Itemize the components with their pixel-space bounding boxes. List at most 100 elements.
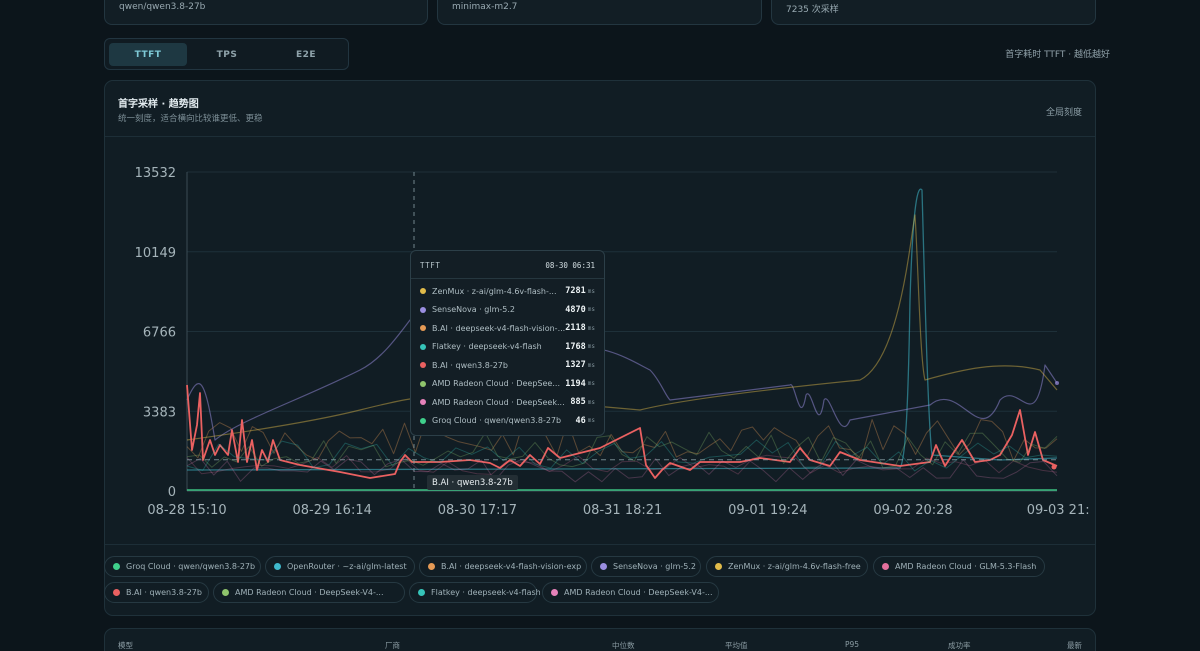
series-color-dot [420,417,426,424]
tooltip-row-label: B.AI · qwen3.8-27b [432,360,508,370]
legend-chip[interactable]: OpenRouter · ~z-ai/glm-latest [265,556,415,577]
tooltip-row: B.AI · qwen3.8-27b 1327 ms [420,358,595,372]
legend-chip[interactable]: Flatkey · deepseek-v4-flash [409,582,541,603]
x-tick-label: 09-02 20:28 [873,503,952,518]
tab-ttft[interactable]: TTFT [109,43,187,66]
tooltip-row-label: ZenMux · z-ai/glm-4.6v-flash-... [432,286,557,296]
series-end-point [1051,464,1057,470]
series-color-dot [274,563,281,570]
metric-tabs: TTFT TPS E2E [104,38,349,70]
legend-chip-label: SenseNova · glm-5.2 [613,562,697,571]
legend-chip-label: Groq Cloud · qwen/qwen3.8-27b [126,562,256,571]
tooltip-row-label: SenseNova · glm-5.2 [432,305,516,314]
legend-chip[interactable]: ZenMux · z-ai/glm-4.6v-flash-free [706,556,868,577]
series-color-dot [551,589,558,596]
tooltip-time: 08-30 06:31 [545,261,595,270]
hover-series-label: B.AI · qwen3.8-27b [427,475,518,490]
panel-title: 首字采样 · 趋势图 [118,99,199,110]
legend-chip[interactable]: SenseNova · glm-5.2 [591,556,701,577]
table-header-success-rate[interactable]: 成功率 [948,641,971,650]
x-tick-label: 08-30 17:17 [438,503,517,518]
tooltip-row-label: Flatkey · deepseek-v4-flash [432,342,542,351]
tooltip-row-value: 4870 [565,304,586,315]
global-scale-toggle[interactable]: 全局刻度 [1045,108,1082,118]
legend-chip[interactable]: AMD Radeon Cloud · DeepSeek-V4-... [213,582,405,603]
table-header-vendor[interactable]: 厂商 [385,641,400,650]
legend-chip-label: OpenRouter · ~z-ai/glm-latest [287,562,407,571]
tooltip-row-unit: ms [587,361,595,369]
tooltip-row: Flatkey · deepseek-v4-flash 1768 ms [420,340,595,354]
series-line [186,384,1058,479]
tab-e2e[interactable]: E2E [295,49,317,60]
summary-card-value: minimax-m2.7 [452,2,518,12]
series-color-dot [420,306,426,313]
series-line [186,188,1058,471]
series-color-dot [428,563,435,570]
table-header-median[interactable]: 中位数 [612,641,635,650]
legend-chip[interactable]: B.AI · qwen3.8-27b [104,582,209,603]
tooltip-row-unit: ms [587,343,595,350]
series-color-dot [420,325,426,331]
series-line [186,457,1058,483]
series-color-dot [882,563,889,570]
panel-divider [105,544,1095,545]
series-line [186,439,1058,472]
tooltip-row: B.AI · deepseek-v4-flash-vision-... 2118 m… [420,321,595,335]
series-line [186,431,1058,469]
tooltip-row-value: 885 [570,397,586,407]
y-tick-label: 3383 [143,405,176,420]
summary-card-value: qwen/qwen3.8-27b [119,2,206,12]
stats-table: 模型 厂商 中位数 平均值 P95 成功率 最新 [104,628,1096,651]
summary-card-model-2: minimax-m2.7 [437,0,762,25]
series-color-dot [418,589,425,596]
tooltip-row: AMD Radeon Cloud · DeepSee... 1194 ms [420,377,595,391]
series-color-dot [420,380,426,387]
summary-card-model: qwen/qwen3.8-27b [104,0,428,25]
series-end-point [1055,381,1059,385]
table-header-p95[interactable]: P95 [845,640,860,649]
legend-chip-label: Flatkey · deepseek-v4-flash [431,588,541,597]
tooltip-row-unit: ms [587,417,595,424]
legend-chip-label: ZenMux · z-ai/glm-4.6v-flash-free [728,562,861,571]
legend-chip[interactable]: AMD Radeon Cloud · GLM-5.3-Flash [873,556,1045,577]
legend-chip[interactable]: Groq Cloud · qwen/qwen3.8-27b [104,556,261,577]
table-header-latest[interactable]: 最新 [1067,641,1082,650]
tooltip-row-value: 2118 [565,323,586,333]
y-tick-label: 6766 [143,326,176,341]
tooltip-row: Groq Cloud · qwen/qwen3.8-27b 46 ms [420,414,595,428]
y-tick-label: 0 [168,485,176,500]
table-header-model[interactable]: 模型 [118,641,133,650]
tooltip-row-label: B.AI · deepseek-v4-flash-vision-... [432,323,566,333]
tooltip-row-unit: ms [587,398,595,406]
metric-note: 首字耗时 TTFT · 越低越好 [1005,50,1110,60]
tab-tps[interactable]: TPS [216,49,238,60]
summary-card-samples: 7235 次采样 [771,0,1096,25]
series-line [186,319,1058,441]
table-header-mean[interactable]: 平均值 [725,641,748,650]
legend-chip[interactable]: B.AI · deepseek-v4-flash-vision-exp [419,556,587,577]
x-tick-label: 08-31 18:21 [583,503,662,518]
tooltip-row-value: 1194 [565,378,586,389]
tooltip-row-unit: ms [587,324,595,332]
series-color-dot [222,589,229,596]
summary-card-value: 7235 次采样 [786,5,839,15]
series-color-dot [420,343,426,350]
tooltip-title: TTFT [420,261,441,270]
series-color-dot [420,399,426,405]
legend-chip-label: AMD Radeon Cloud · DeepSeek-V4-... [235,588,384,597]
series-color-dot [113,589,120,596]
legend-chip[interactable]: AMD Radeon Cloud · DeepSeek-V4-... [542,582,719,603]
series-color-dot [420,362,426,368]
tooltip-row: SenseNova · glm-5.2 4870 ms [420,303,595,317]
series-color-dot [113,563,120,570]
legend-chip-label: B.AI · qwen3.8-27b [126,588,202,597]
y-tick-label: 13532 [135,166,176,181]
series-color-dot [715,563,722,570]
x-tick-label: 09-01 19:24 [728,503,807,518]
x-tick-label: 08-29 16:14 [293,503,372,518]
tooltip-row-value: 1768 [565,341,586,352]
tooltip-row: ZenMux · z-ai/glm-4.6v-flash-... 7281 ms [420,284,595,298]
tooltip-row: AMD Radeon Cloud · DeepSeek... 885 ms [420,395,595,409]
legend-chip-label: AMD Radeon Cloud · DeepSeek-V4-... [564,588,713,597]
